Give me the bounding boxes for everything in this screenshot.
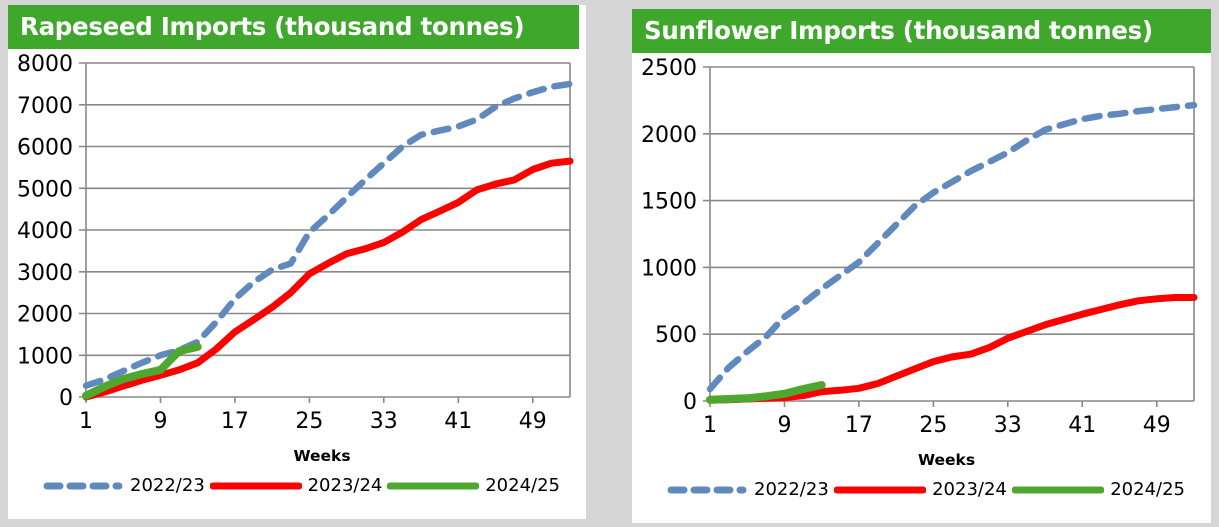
legend-item-2024-25: 2024/25 (387, 475, 560, 496)
svg-text:41: 41 (1068, 413, 1096, 438)
svg-text:3000: 3000 (17, 261, 73, 286)
solid-line-swatch-icon (209, 482, 302, 489)
svg-text:1: 1 (703, 413, 717, 438)
svg-text:17: 17 (221, 409, 249, 434)
svg-text:25: 25 (919, 413, 947, 438)
svg-text:7000: 7000 (17, 94, 73, 119)
sunflower-line-chart: 0 500 1000 1500 2000 2500 1 9 17 25 33 41 49 (641, 56, 1198, 438)
rapeseed-chart-panel: Rapeseed Imports (thousand tonnes) 0 1000… (8, 5, 586, 519)
rapeseed-line-chart: 0 1000 2000 3000 4000 5000 6000 7000 8000 1 9 17 25 3… (17, 52, 574, 434)
svg-text:9: 9 (778, 413, 792, 438)
legend-label: 2022/23 (130, 475, 205, 496)
svg-text:1000: 1000 (641, 256, 697, 281)
svg-text:0: 0 (59, 386, 73, 411)
svg-text:41: 41 (444, 409, 472, 434)
svg-text:2000: 2000 (641, 123, 697, 148)
svg-text:2000: 2000 (17, 303, 73, 328)
legend-label: 2024/25 (485, 475, 560, 496)
solid-line-swatch-icon (834, 486, 927, 493)
legend-item-2024-25: 2024/25 (1012, 479, 1185, 500)
sunflower-legend: 2022/23 2023/24 2024/25 (632, 469, 1211, 500)
solid-line-swatch-icon (387, 482, 480, 489)
legend-label: 2024/25 (1110, 479, 1185, 500)
rapeseed-legend: 2022/23 2023/24 2024/25 (8, 465, 586, 496)
svg-text:17: 17 (845, 413, 873, 438)
svg-text:6000: 6000 (17, 136, 73, 161)
svg-text:49: 49 (519, 409, 547, 434)
solid-line-swatch-icon (1012, 486, 1105, 493)
svg-text:25: 25 (295, 409, 323, 434)
dashed-line-swatch-icon (667, 486, 747, 493)
svg-text:8000: 8000 (17, 52, 73, 77)
legend-item-2023-24: 2023/24 (834, 479, 1007, 500)
svg-text:5000: 5000 (17, 177, 73, 202)
svg-text:1500: 1500 (641, 190, 697, 215)
sunflower-x-axis-label: Weeks (917, 451, 976, 469)
svg-text:33: 33 (370, 409, 398, 434)
rapeseed-x-axis-label: Weeks (293, 447, 351, 465)
svg-text:33: 33 (994, 413, 1022, 438)
svg-text:49: 49 (1143, 413, 1171, 438)
svg-text:1000: 1000 (17, 344, 73, 369)
dashed-line-swatch-icon (43, 482, 123, 489)
legend-item-2023-24: 2023/24 (209, 475, 383, 496)
legend-label: 2023/24 (932, 479, 1007, 500)
legend-item-2022-23: 2022/23 (666, 479, 829, 500)
svg-text:0: 0 (683, 390, 697, 415)
legend-item-2022-23: 2022/23 (42, 475, 205, 496)
legend-label: 2023/24 (307, 475, 383, 496)
svg-text:1: 1 (79, 409, 93, 434)
legend-label: 2022/23 (754, 479, 829, 500)
rapeseed-chart-title: Rapeseed Imports (thousand tonnes) (8, 5, 579, 49)
svg-text:500: 500 (655, 323, 697, 348)
svg-text:9: 9 (154, 409, 168, 434)
sunflower-chart-title: Sunflower Imports (thousand tonnes) (632, 9, 1211, 53)
sunflower-chart-panel: Sunflower Imports (thousand tonnes) 0 500… (632, 9, 1211, 523)
svg-text:4000: 4000 (17, 219, 73, 244)
svg-text:2500: 2500 (641, 56, 697, 81)
